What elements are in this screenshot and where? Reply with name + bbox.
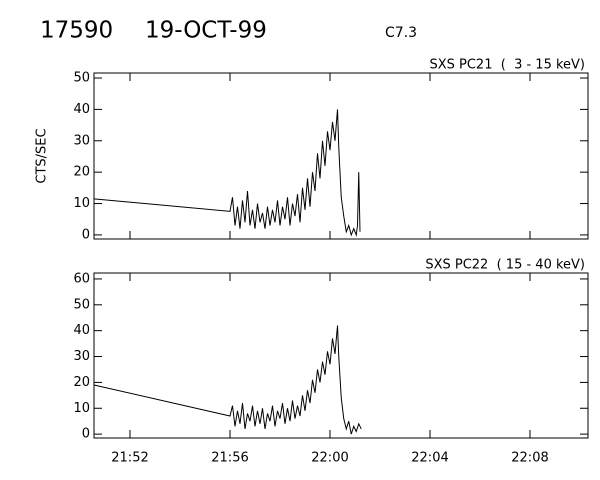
y-tick-label: 20 xyxy=(73,165,90,180)
data-line xyxy=(93,109,361,237)
x-tick-label: 22:00 xyxy=(311,451,348,466)
x-tick-label: 21:56 xyxy=(211,451,248,466)
y-tick-label: 30 xyxy=(73,349,90,364)
y-tick-label: 10 xyxy=(73,196,90,211)
y-tick-label: 50 xyxy=(73,297,90,312)
y-axis-label: CTS/SEC xyxy=(35,128,50,183)
plot-frame xyxy=(93,272,589,439)
plot-frame xyxy=(93,72,589,240)
event-date: 19-OCT-99 xyxy=(145,18,267,44)
y-tick-label: 30 xyxy=(73,133,90,148)
event-id: 17590 xyxy=(40,18,113,44)
y-tick-label: 40 xyxy=(73,102,90,117)
y-tick-label: 60 xyxy=(73,271,90,286)
x-tick-label: 21:52 xyxy=(111,451,148,466)
x-tick-label: 22:08 xyxy=(511,451,548,466)
y-tick-label: 50 xyxy=(73,71,90,86)
flare-class: C7.3 xyxy=(385,25,417,41)
y-tick-label: 10 xyxy=(73,401,90,416)
data-line xyxy=(93,325,362,435)
y-tick-label: 20 xyxy=(73,375,90,390)
x-tick-label: 22:04 xyxy=(411,451,448,466)
panel-title: SXS PC22 ( 15 - 40 keV) xyxy=(425,258,585,273)
y-tick-label: 40 xyxy=(73,323,90,338)
y-tick-label: 0 xyxy=(82,427,90,442)
panel-title: SXS PC21 ( 3 - 15 keV) xyxy=(429,58,585,73)
y-tick-label: 0 xyxy=(82,227,90,242)
